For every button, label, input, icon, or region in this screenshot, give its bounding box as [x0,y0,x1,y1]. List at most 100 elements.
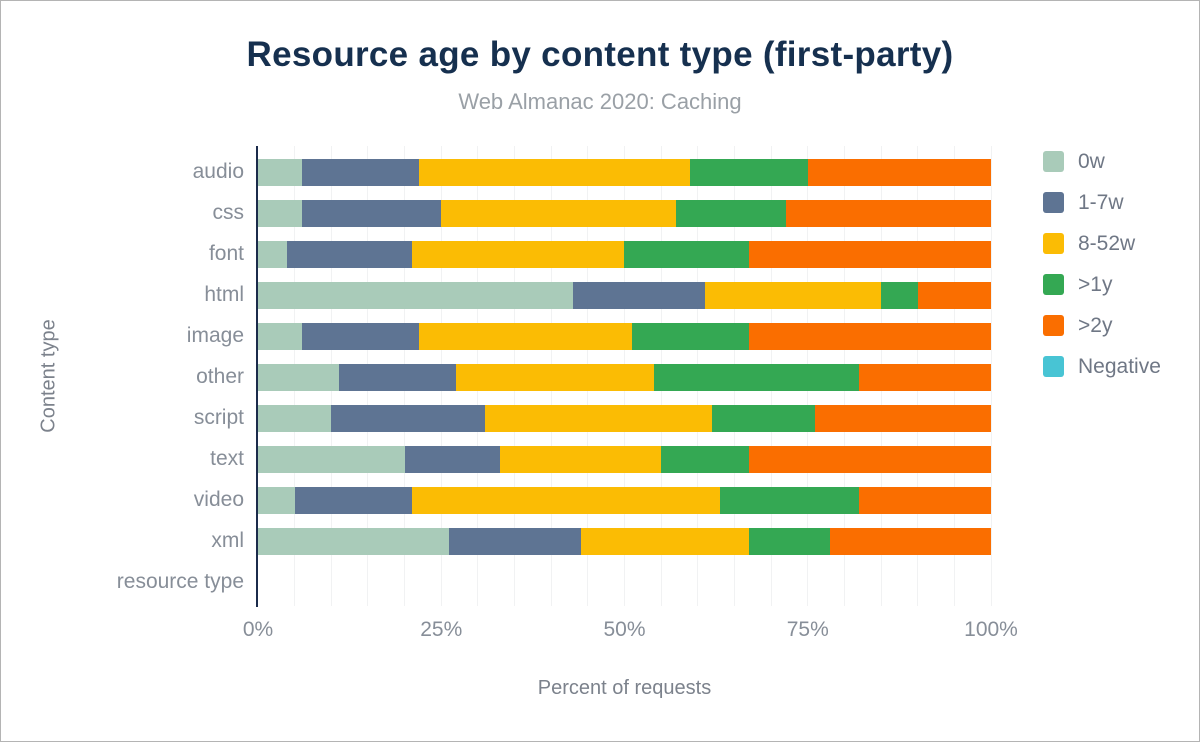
bar-segment-audio-0w[interactable] [258,158,302,186]
chart-subtitle: Web Almanac 2020: Caching [458,89,742,114]
legend-item->1y[interactable]: >1y [1043,272,1161,296]
bar-segment-html-8-52w[interactable] [705,281,882,309]
x-tick-label-75: 75% [786,618,829,641]
bar-segment-other-8-52w[interactable] [455,363,654,391]
bar-segment-video-1-7w[interactable] [294,486,412,514]
legend-label-Negative: Negative [1078,354,1161,378]
y-tick-label-xml: xml [211,529,244,552]
bar-segment-font-0w[interactable] [258,240,288,268]
bar-segment-html->1y[interactable] [881,281,918,309]
legend-label-0w: 0w [1078,149,1105,173]
bar-segment-text-8-52w[interactable] [499,445,662,473]
legend-swatch-8-52w [1043,233,1064,254]
bar-segment-other->1y[interactable] [653,363,860,391]
bar-segment-xml-1-7w[interactable] [448,527,581,555]
bar-segment-xml-0w[interactable] [258,527,449,555]
bar-segment-script-0w[interactable] [258,404,332,432]
bar-segment-font-1-7w[interactable] [287,240,412,268]
plot-area [256,146,992,607]
bar-row-resource-type [258,569,991,596]
bar-segment-other-1-7w[interactable] [338,363,456,391]
legend-label-1-7w: 1-7w [1078,190,1124,214]
y-tick-label-other: other [196,365,244,388]
bar-segment-audio->1y[interactable] [690,158,808,186]
legend-item->2y[interactable]: >2y [1043,313,1161,337]
y-axis-line [256,146,258,607]
bar-row-audio [258,158,991,186]
bar-segment-audio-1-7w[interactable] [301,158,420,186]
y-tick-label-video: video [193,488,244,511]
legend-swatch-0w [1043,151,1064,172]
legend-label->1y: >1y [1078,272,1113,296]
chart-title: Resource age by content type (first-part… [246,35,954,74]
x-tick-label-25: 25% [420,618,463,641]
legend-label->2y: >2y [1078,313,1113,337]
bar-segment-other->2y[interactable] [859,363,991,391]
bar-row-xml [258,527,991,555]
bar-segment-audio->2y[interactable] [807,158,991,186]
legend-label-8-52w: 8-52w [1078,231,1136,255]
bar-segment-text->2y[interactable] [749,445,991,473]
bar-segment-image-8-52w[interactable] [419,322,632,350]
x-axis-title: Percent of requests [537,677,712,699]
bar-segment-html->2y[interactable] [917,281,991,309]
y-axis-title: Content type [37,319,60,433]
y-tick-label-image: image [186,324,244,347]
x-tick-label-50: 50% [603,618,646,641]
bar-segment-script-1-7w[interactable] [331,404,486,432]
legend-swatch->2y [1043,315,1064,336]
bar-segment-css-8-52w[interactable] [441,199,676,227]
bar-segment-text-1-7w[interactable] [404,445,500,473]
bar-segment-script->1y[interactable] [712,404,816,432]
bar-row-video [258,486,991,514]
bar-segment-xml->2y[interactable] [829,527,991,555]
bar-row-other [258,363,991,391]
bar-segment-font->1y[interactable] [624,240,750,268]
bar-segment-video-0w[interactable] [258,486,295,514]
bar-segment-css->1y[interactable] [675,199,786,227]
bar-segment-html-1-7w[interactable] [573,281,706,309]
y-tick-label-text: text [210,447,244,470]
bar-segment-script-8-52w[interactable] [485,404,713,432]
bar-row-font [258,240,991,268]
legend-swatch-Negative [1043,356,1064,377]
bar-segment-audio-8-52w[interactable] [419,158,691,186]
bar-row-image [258,322,991,350]
legend-item-8-52w[interactable]: 8-52w [1043,231,1161,255]
bar-segment-video-8-52w[interactable] [411,486,720,514]
y-tick-label-audio: audio [192,160,244,183]
legend-item-Negative[interactable]: Negative [1043,354,1161,378]
bar-segment-xml->1y[interactable] [749,527,830,555]
bar-row-text [258,445,991,473]
bar-segment-image-0w[interactable] [258,322,302,350]
bar-segment-html-0w[interactable] [258,281,574,309]
bar-row-script [258,404,991,432]
legend-swatch->1y [1043,274,1064,295]
bar-row-html [258,281,991,309]
bar-segment-script->2y[interactable] [815,404,991,432]
bar-segment-text-0w[interactable] [258,445,405,473]
x-tick-label-0: 0% [242,618,274,641]
bar-segment-css->2y[interactable] [785,199,991,227]
y-tick-label-font: font [208,242,244,265]
bar-segment-video->1y[interactable] [719,486,860,514]
gridline [990,146,992,606]
bar-segment-image->2y[interactable] [749,322,991,350]
legend: 0w 1-7w 8-52w >1y >2y Negative [1043,149,1161,397]
bar-segment-font->2y[interactable] [749,240,991,268]
bar-segment-image->1y[interactable] [631,322,750,350]
bar-segment-css-1-7w[interactable] [301,199,442,227]
x-tick-label-100: 100% [964,618,1018,641]
bar-segment-video->2y[interactable] [859,486,991,514]
y-tick-label-html: html [204,283,244,306]
bar-segment-image-1-7w[interactable] [301,322,420,350]
bar-segment-text->1y[interactable] [661,445,750,473]
bar-segment-xml-8-52w[interactable] [580,527,750,555]
bar-segment-other-0w[interactable] [258,363,339,391]
y-tick-label-script: script [193,406,244,429]
legend-item-1-7w[interactable]: 1-7w [1043,190,1161,214]
legend-item-0w[interactable]: 0w [1043,149,1161,173]
bar-segment-css-0w[interactable] [258,199,302,227]
bar-segment-font-8-52w[interactable] [411,240,625,268]
